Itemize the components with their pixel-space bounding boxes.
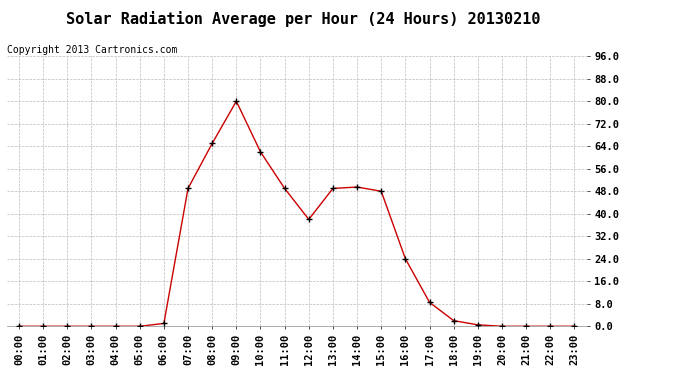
Text: Radiation (W/m2): Radiation (W/m2) [536,36,644,46]
Text: Solar Radiation Average per Hour (24 Hours) 20130210: Solar Radiation Average per Hour (24 Hou… [66,11,541,27]
Text: Copyright 2013 Cartronics.com: Copyright 2013 Cartronics.com [7,45,177,55]
